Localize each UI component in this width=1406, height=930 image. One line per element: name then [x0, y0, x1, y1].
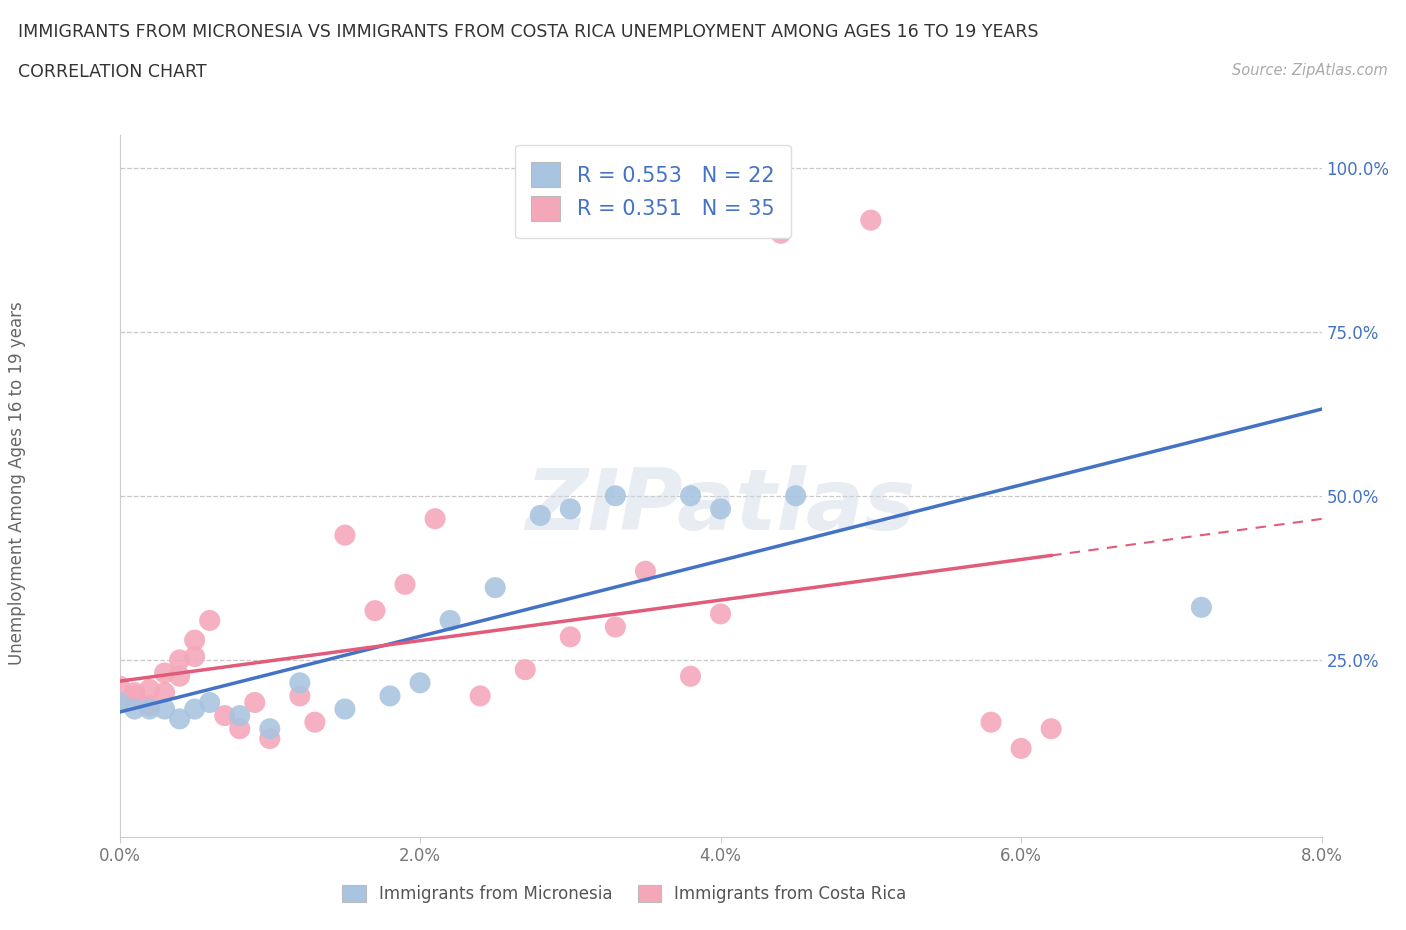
- Point: [214, 708, 236, 723]
- Point: [333, 701, 356, 716]
- Point: [423, 512, 446, 526]
- Text: Source: ZipAtlas.com: Source: ZipAtlas.com: [1232, 63, 1388, 78]
- Point: [529, 508, 551, 523]
- Point: [153, 666, 176, 681]
- Point: [394, 577, 416, 591]
- Point: [560, 501, 582, 516]
- Point: [108, 695, 131, 710]
- Point: [605, 488, 627, 503]
- Point: [605, 619, 627, 634]
- Point: [468, 688, 492, 703]
- Point: [124, 685, 146, 700]
- Point: [169, 711, 191, 726]
- Point: [1010, 741, 1032, 756]
- Point: [198, 695, 221, 710]
- Point: [709, 501, 731, 516]
- Point: [288, 688, 311, 703]
- Point: [560, 630, 582, 644]
- Point: [859, 213, 882, 228]
- Point: [409, 675, 432, 690]
- Text: Unemployment Among Ages 16 to 19 years: Unemployment Among Ages 16 to 19 years: [8, 301, 25, 666]
- Point: [304, 715, 326, 730]
- Point: [169, 652, 191, 667]
- Point: [243, 695, 266, 710]
- Point: [1189, 600, 1212, 615]
- Point: [228, 708, 252, 723]
- Point: [679, 669, 702, 684]
- Point: [333, 527, 356, 542]
- Point: [138, 698, 160, 713]
- Point: [183, 701, 205, 716]
- Point: [709, 606, 731, 621]
- Point: [1040, 722, 1063, 737]
- Point: [138, 701, 160, 716]
- Point: [108, 695, 131, 710]
- Point: [183, 649, 205, 664]
- Point: [288, 675, 311, 690]
- Point: [634, 564, 657, 578]
- Point: [785, 488, 807, 503]
- Point: [108, 679, 131, 694]
- Point: [198, 613, 221, 628]
- Point: [515, 662, 537, 677]
- Text: ZIPatlas: ZIPatlas: [526, 466, 915, 549]
- Text: IMMIGRANTS FROM MICRONESIA VS IMMIGRANTS FROM COSTA RICA UNEMPLOYMENT AMONG AGES: IMMIGRANTS FROM MICRONESIA VS IMMIGRANTS…: [18, 23, 1039, 41]
- Point: [169, 669, 191, 684]
- Point: [259, 731, 281, 746]
- Point: [439, 613, 461, 628]
- Point: [484, 580, 506, 595]
- Point: [138, 682, 160, 697]
- Point: [259, 722, 281, 737]
- Point: [679, 488, 702, 503]
- Point: [980, 715, 1002, 730]
- Point: [153, 701, 176, 716]
- Legend: Immigrants from Micronesia, Immigrants from Costa Rica: Immigrants from Micronesia, Immigrants f…: [336, 878, 912, 910]
- Point: [183, 632, 205, 647]
- Point: [378, 688, 401, 703]
- Point: [364, 604, 387, 618]
- Point: [124, 701, 146, 716]
- Point: [124, 688, 146, 703]
- Point: [228, 722, 252, 737]
- Text: CORRELATION CHART: CORRELATION CHART: [18, 63, 207, 81]
- Point: [153, 685, 176, 700]
- Point: [769, 226, 792, 241]
